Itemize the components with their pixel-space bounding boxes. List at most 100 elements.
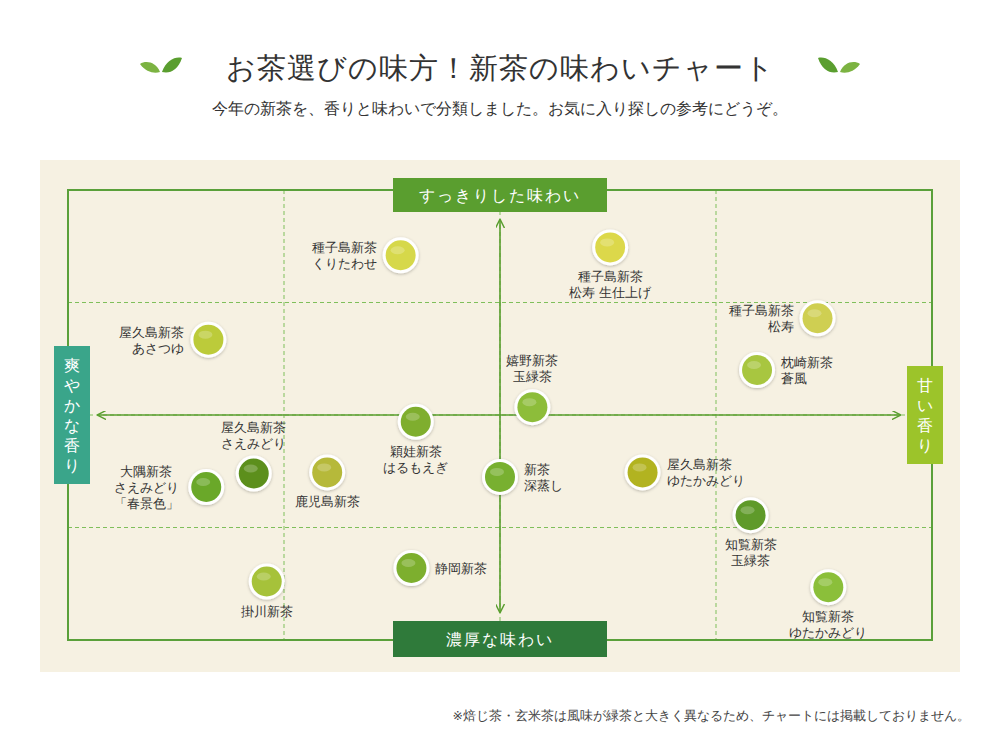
point-label-line: 松寿 <box>768 319 794 334</box>
axis-label-char: 甘 <box>917 376 933 395</box>
axis-label-char: や <box>64 376 80 395</box>
tea-cup <box>592 229 628 265</box>
point-label-line: くりたわせ <box>312 256 377 271</box>
axis-label: 甘い香り <box>917 376 933 455</box>
point-label: 掛川新茶 <box>241 604 293 619</box>
cup-gloss <box>747 361 761 369</box>
tea-cup <box>249 564 285 600</box>
point-label-line: 知覧新茶 <box>802 609 854 624</box>
point-label: 鹿児島新茶 <box>295 494 360 509</box>
point-label-line: 「春景色」 <box>114 496 179 511</box>
cup-gloss <box>244 465 258 473</box>
axis-label-char: り <box>917 436 933 455</box>
cup-gloss <box>317 463 331 471</box>
point-label-line: 種子島新茶 <box>729 303 794 318</box>
cup-gloss <box>196 478 210 486</box>
cup-tea <box>517 392 547 422</box>
point-label-line: 新茶 <box>524 462 550 477</box>
point-label-line: さえみどり <box>114 480 179 495</box>
cup-rim <box>383 237 419 273</box>
cup-tea <box>252 567 282 597</box>
point-label-line: 玉緑茶 <box>513 369 552 384</box>
cup-tea <box>401 407 431 437</box>
cup-rim <box>249 564 285 600</box>
plot-frame <box>68 190 932 640</box>
cup-tea <box>803 303 833 333</box>
axis-label: すっきりした味わい <box>419 186 581 205</box>
cup-rim <box>482 459 518 495</box>
axis-label-char: 香 <box>917 416 933 435</box>
cup-rim <box>592 229 628 265</box>
point-label-line: さえみどり <box>221 436 286 451</box>
points <box>188 229 846 605</box>
tea-cup <box>810 569 846 605</box>
axis-label-char: な <box>64 416 80 435</box>
point-label: 穎娃新茶はるもえぎ <box>383 444 448 475</box>
tea-cup <box>733 497 769 533</box>
tea-cup <box>188 469 224 505</box>
axis-arrow <box>98 414 900 416</box>
point-label: 静岡新茶 <box>435 561 487 576</box>
cup-tea <box>239 459 269 489</box>
point-label: 種子島新茶くりたわせ <box>312 240 377 271</box>
point-label-line: 鹿児島新茶 <box>295 494 360 509</box>
cup-gloss <box>818 578 832 586</box>
cup-tea <box>813 572 843 602</box>
point-label-line: 知覧新茶 <box>725 537 777 552</box>
point-label-line: 静岡新茶 <box>435 561 487 576</box>
axis-label-char: か <box>64 396 80 415</box>
tea-cup <box>482 459 518 495</box>
point-label-line: 枕崎新茶 <box>780 355 833 370</box>
point-label-line: 深蒸し <box>524 478 563 493</box>
leaf <box>140 62 160 73</box>
footnote: ※焙じ茶・玄米茶は風味が緑茶と大きく異なるため、チャートには掲載しておりません。 <box>453 708 970 723</box>
cup-tea <box>193 325 223 355</box>
point-label: 種子島新茶松寿 生仕上げ <box>569 269 652 300</box>
cup-rim <box>236 456 272 492</box>
point-label-line: あさつゆ <box>132 341 184 356</box>
cup-tea <box>386 240 416 270</box>
point-label-line: 大隅新茶 <box>120 464 172 479</box>
point-label-line: 屋久島新茶 <box>667 457 732 472</box>
leaf <box>840 62 860 73</box>
axis-label-char: い <box>917 396 933 415</box>
point-label: 新茶深蒸し <box>524 462 563 493</box>
axis-label-box <box>907 366 943 464</box>
cup-gloss <box>808 309 822 317</box>
cup-tea <box>191 472 221 502</box>
point-label: 屋久島新茶あさつゆ <box>119 325 184 356</box>
point-label: 屋久島新茶ゆたかみどり <box>667 457 745 488</box>
grid-line <box>68 415 932 416</box>
point-label-line: 玉緑茶 <box>731 553 770 568</box>
cup-rim <box>188 469 224 505</box>
point-label: 大隅新茶さえみどり「春景色」 <box>114 464 179 511</box>
axis-label-box <box>393 178 607 212</box>
axis-label-char: り <box>64 456 80 475</box>
panel-background <box>40 160 960 672</box>
cup-rim <box>398 404 434 440</box>
point-label-line: 嬉野新茶 <box>506 353 558 368</box>
cup-rim <box>739 352 775 388</box>
cup-gloss <box>401 559 415 567</box>
cup-gloss <box>633 463 647 471</box>
cup-gloss <box>600 238 614 246</box>
leaf-icon <box>818 58 860 73</box>
tea-cup <box>514 389 550 425</box>
point-label: 知覧新茶玉緑茶 <box>725 537 777 568</box>
axis-label-char: 爽 <box>64 356 80 375</box>
axis-label: 爽やかな香り <box>64 356 80 475</box>
tea-cup <box>800 300 836 336</box>
cup-tea <box>742 355 772 385</box>
tea-cup <box>383 237 419 273</box>
point-label-line: 蒼風 <box>781 371 807 386</box>
tea-cup <box>739 352 775 388</box>
cup-gloss <box>490 468 504 476</box>
tea-cup <box>625 454 661 490</box>
cup-tea <box>595 232 625 262</box>
axis-label: 濃厚な味わい <box>446 630 554 649</box>
cup-tea <box>736 500 766 530</box>
axis-label-char: 香 <box>64 436 80 455</box>
cup-gloss <box>257 573 271 581</box>
point-label: 屋久島新茶さえみどり <box>221 420 286 451</box>
cup-gloss <box>741 506 755 514</box>
